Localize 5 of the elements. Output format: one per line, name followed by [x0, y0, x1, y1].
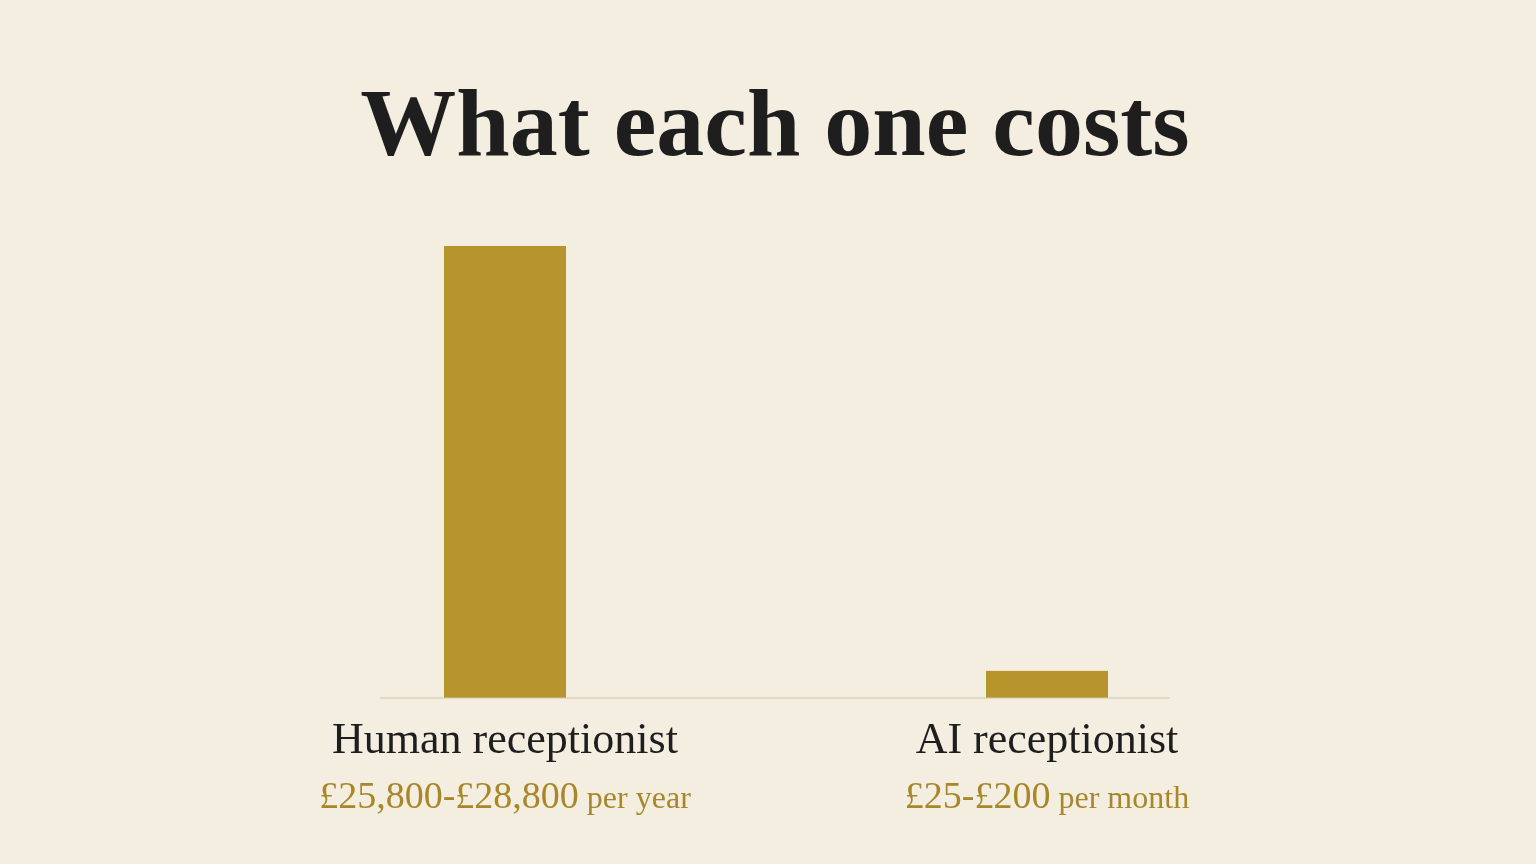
chart-title: What each one costs [360, 69, 1190, 176]
text: £25,800-£28,800 per year [319, 774, 692, 816]
text: £25-£200 per month [904, 774, 1190, 816]
x-tick-label: AI receptionist [915, 714, 1179, 763]
x-tick-label: Human receptionist [332, 714, 678, 763]
